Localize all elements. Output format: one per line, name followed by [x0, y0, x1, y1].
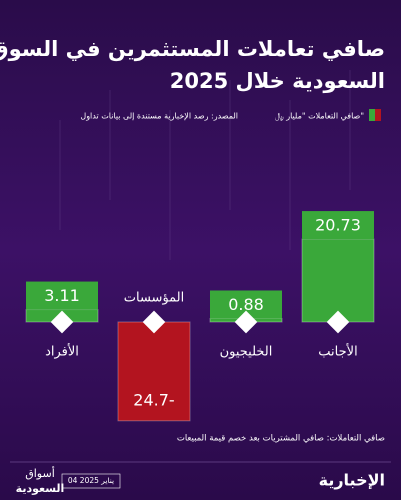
- note: صافي التعاملات: صافي المشتريات بعد خصم ق…: [177, 434, 385, 444]
- legend-swatch: [375, 109, 381, 121]
- date: 04 يناير 2025: [68, 476, 114, 485]
- value-label: 20.73: [315, 216, 361, 235]
- category-label: الأجانب: [318, 343, 357, 360]
- value-box: [302, 211, 374, 240]
- date-box: [61, 473, 121, 489]
- value-box: [26, 281, 98, 310]
- brand-right: الإخبارية: [319, 471, 385, 490]
- value-label: 0.88: [228, 295, 264, 314]
- value-label: 24.7-: [133, 390, 174, 409]
- category-label: الخليجيون: [220, 345, 273, 360]
- diamond: [326, 310, 350, 334]
- category-label: الأفراد: [45, 343, 79, 360]
- brand-left: أسواق: [25, 466, 55, 480]
- category-label: المؤسسات: [124, 291, 185, 306]
- chart-title: صافي تعاملات المستثمرين في السوق: [0, 37, 385, 61]
- source: المصدر: رصد الإخبارية مستندة إلى بيانات …: [80, 112, 238, 122]
- bar: [301, 238, 375, 323]
- value-label: 3.11: [44, 286, 80, 305]
- legend-swatch: [369, 109, 375, 121]
- legend-label: صافي التعاملات "مليار ﷼": [275, 112, 364, 122]
- bar: [117, 321, 191, 422]
- chart-subtitle: السعودية خلال 2025: [170, 69, 385, 93]
- decor-candles: [59, 70, 351, 260]
- brand-left: السعودية: [16, 482, 65, 495]
